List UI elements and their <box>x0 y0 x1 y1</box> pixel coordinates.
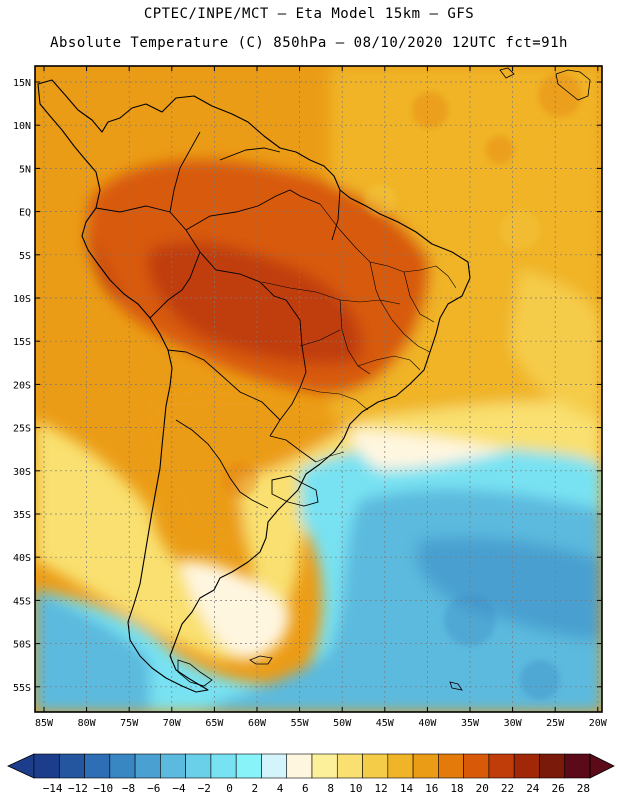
longitude-axis: 85W 80W 75W 70W 65W 60W 55W 50W 45W 40W 35W 30W 25W 2… <box>35 66 608 729</box>
lat-label: 50S <box>13 640 31 651</box>
lon-label: 40W <box>418 718 437 729</box>
colorbar-label: 6 <box>302 782 309 795</box>
lat-label: 10N <box>13 121 31 132</box>
colorbar-swatch <box>58 753 85 779</box>
lat-label: 55S <box>13 683 31 694</box>
lat-label: 5S <box>19 251 31 262</box>
colorbar-swatch <box>33 753 60 779</box>
lon-label: 55W <box>291 718 310 729</box>
colorbar-label: 10 <box>349 782 362 795</box>
colorbar-label: 14 <box>400 782 414 795</box>
colorbar-swatch <box>336 753 363 779</box>
colorbar-swatch <box>185 753 212 779</box>
colorbar-label: −4 <box>172 782 186 795</box>
colorbar-swatch <box>412 753 439 779</box>
colorbar-swatch <box>564 753 591 779</box>
colorbar-label: −10 <box>93 782 113 795</box>
lon-label: 50W <box>333 718 352 729</box>
colorbar: −14 −12 −10 −8 −6 −4 −2 0 2 4 6 8 10 12 14 16 18 20 22 24 26… <box>7 753 615 795</box>
map-frame <box>34 65 603 713</box>
colorbar-swatch <box>539 753 566 779</box>
lon-label: 45W <box>376 718 395 729</box>
lat-label: 15N <box>13 78 31 89</box>
colorbar-label: −14 <box>43 782 63 795</box>
lon-label: 65W <box>205 718 224 729</box>
colorbar-arrow-left <box>7 753 35 779</box>
latitude-axis: 15N 10N 5N EQ 5S 10S 15S 20S 25S 30S 35S 40S 45S 50S 5… <box>13 78 602 694</box>
colorbar-swatch <box>286 753 313 779</box>
colorbar-swatch <box>235 753 262 779</box>
colorbar-label: −8 <box>122 782 135 795</box>
lon-label: 85W <box>35 718 54 729</box>
colorbar-label: 12 <box>375 782 388 795</box>
colorbar-label: 16 <box>425 782 438 795</box>
colorbar-label: −12 <box>68 782 88 795</box>
colorbar-label: 8 <box>327 782 334 795</box>
lat-label: EQ <box>19 208 31 219</box>
colorbar-swatch <box>261 753 288 779</box>
colorbar-swatch <box>134 753 161 779</box>
colorbar-label: 0 <box>226 782 233 795</box>
lat-label: 5N <box>19 164 31 175</box>
colorbar-swatch <box>210 753 237 779</box>
colorbar-swatch <box>387 753 414 779</box>
colorbar-swatch <box>488 753 515 779</box>
lon-label: 60W <box>248 718 267 729</box>
colorbar-arrow-right <box>589 753 615 779</box>
colorbar-label: 18 <box>450 782 463 795</box>
colorbar-label: 22 <box>501 782 514 795</box>
lon-label: 75W <box>120 718 139 729</box>
lon-label: 30W <box>504 718 523 729</box>
lat-label: 10S <box>13 294 31 305</box>
colorbar-swatch <box>438 753 464 779</box>
temperature-map: 15N 10N 5N EQ 5S 10S 15S 20S 25S 30S 35S 40S 45S 50S 5… <box>13 65 608 729</box>
colorbar-swatch <box>362 753 389 779</box>
colorbar-swatch <box>311 753 338 779</box>
chart-title: CPTEC/INPE/MCT – Eta Model 15km – GFS <box>143 6 475 22</box>
colorbar-swatch <box>513 753 540 779</box>
lat-label: 20S <box>13 380 31 391</box>
chart-subtitle: Absolute Temperature (C) 850hPa – 08/10/… <box>50 35 568 51</box>
lon-label: 80W <box>78 718 97 729</box>
lat-label: 30S <box>13 467 31 478</box>
colorbar-swatch <box>463 753 490 779</box>
lon-label: 25W <box>546 718 565 729</box>
colorbar-swatch <box>109 753 136 779</box>
lon-label: 35W <box>461 718 480 729</box>
colorbar-label: 26 <box>551 782 564 795</box>
state-borders <box>261 203 457 463</box>
colorbar-swatch <box>160 753 186 779</box>
lon-label: 70W <box>163 718 182 729</box>
islands <box>177 67 591 691</box>
country-borders <box>95 131 341 509</box>
colorbar-label: 24 <box>526 782 540 795</box>
lat-label: 35S <box>13 510 31 521</box>
colorbar-label: 4 <box>277 782 284 795</box>
lat-label: 25S <box>13 424 31 435</box>
colorbar-label: −6 <box>147 782 160 795</box>
coastline <box>37 79 471 693</box>
colorbar-label: 2 <box>252 782 259 795</box>
colorbar-label: −2 <box>198 782 211 795</box>
colorbar-label: 20 <box>476 782 489 795</box>
colorbar-swatch <box>84 753 111 779</box>
lat-label: 40S <box>13 553 31 564</box>
colorbar-label: 28 <box>577 782 590 795</box>
lon-label: 20W <box>589 718 608 729</box>
lat-label: 15S <box>13 337 31 348</box>
lat-label: 45S <box>13 596 31 607</box>
temperature-field <box>35 66 602 712</box>
